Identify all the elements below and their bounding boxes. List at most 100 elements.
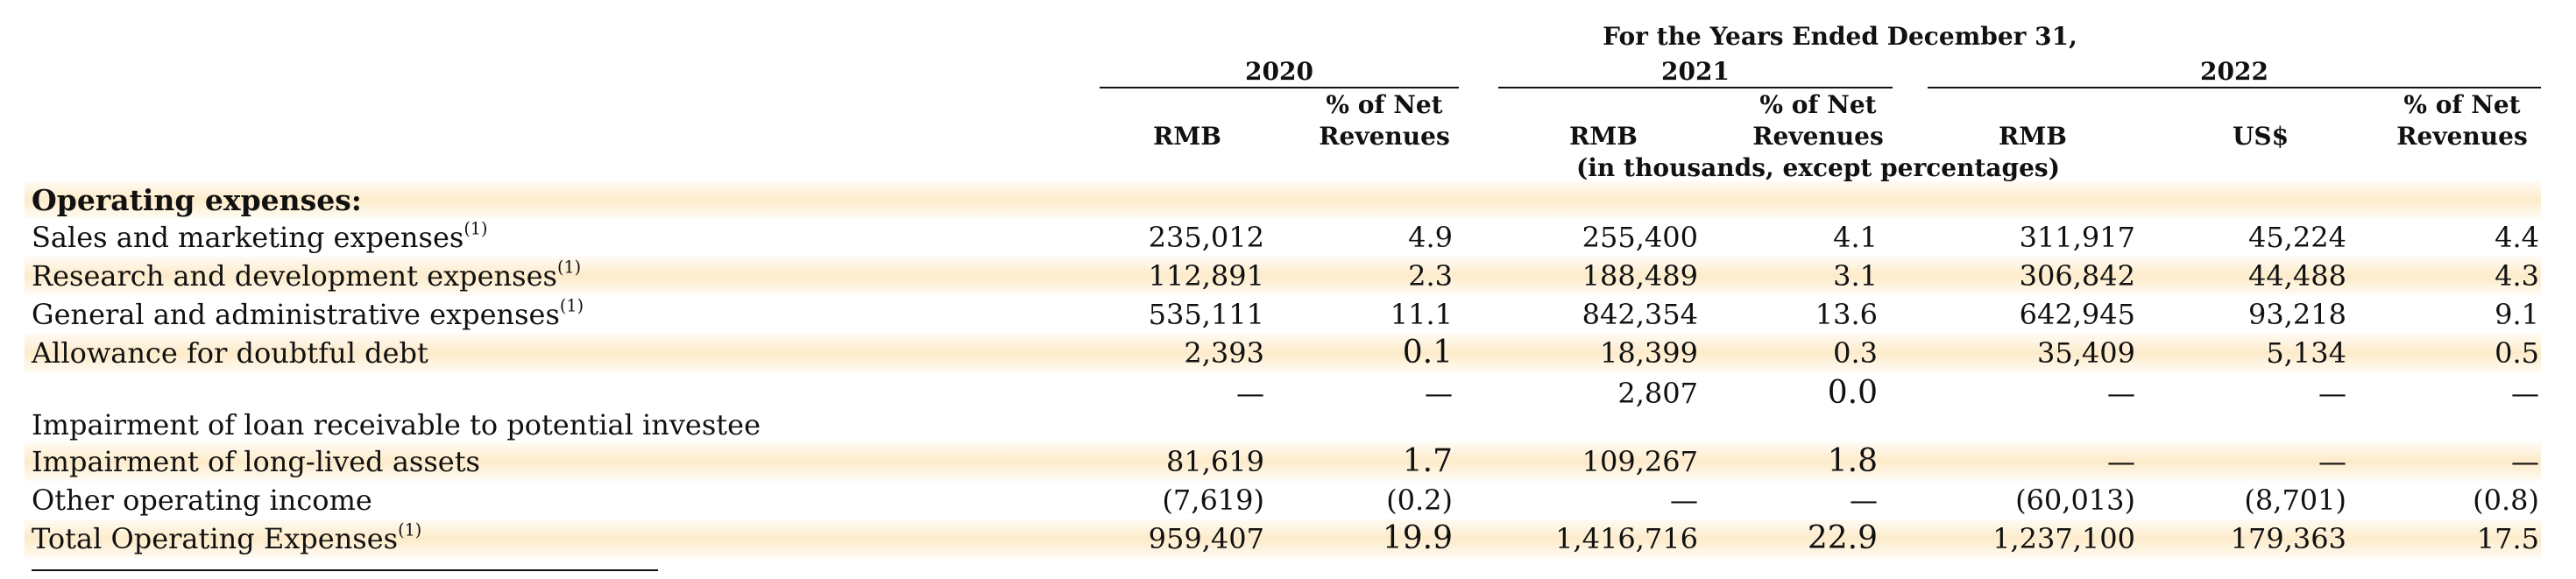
row-label: Total Operating Expenses(1) xyxy=(32,519,421,558)
cell-2020-pct: 19.9 xyxy=(1382,520,1453,556)
row-label: Other operating income xyxy=(32,481,372,519)
section-title: Operating expenses: xyxy=(32,183,362,217)
cell-2020-pct: (0.2) xyxy=(1386,484,1453,517)
row-label-text: Impairment of long-lived assets xyxy=(32,445,480,478)
cell-2021-rmb: 109,267 xyxy=(1582,445,1698,478)
cell-2022-usd: 45,224 xyxy=(2248,221,2346,254)
cell-2020-pct: 0.1 xyxy=(1402,335,1453,371)
cell-2022-usd: (8,701) xyxy=(2244,484,2346,517)
cell-2022-usd: 93,218 xyxy=(2248,298,2346,331)
cell-2022-rmb: 642,945 xyxy=(2019,298,2135,331)
cell-2021-pct: 1.8 xyxy=(1827,443,1878,479)
cell-2021-rmb: 2,807 xyxy=(1617,377,1698,410)
row-label-text: Research and development expenses xyxy=(32,259,557,293)
cell-2020-rmb: 535,111 xyxy=(1148,298,1264,331)
row-label-text: Allowance for doubtful debt xyxy=(32,336,428,370)
cell-2020-rmb: 81,619 xyxy=(1166,445,1264,478)
row-label-text: Sales and marketing expenses xyxy=(32,221,464,254)
cell-2022-pct: 17.5 xyxy=(2476,522,2539,555)
cell-2022-rmb: — xyxy=(2107,377,2135,410)
cell-2022-pct: — xyxy=(2511,445,2539,478)
cell-2022-pct: 4.3 xyxy=(2495,259,2539,293)
section-band xyxy=(25,181,2541,218)
footnote-marker: (1) xyxy=(398,519,422,540)
year-2022-rule xyxy=(1928,87,2541,88)
row-label: Sales and marketing expenses(1) xyxy=(32,218,488,257)
cell-2021-rmb: 255,400 xyxy=(1582,221,1698,254)
cell-2021-rmb: 188,489 xyxy=(1582,259,1698,293)
cell-2020-rmb: 112,891 xyxy=(1148,259,1264,293)
cell-2022-usd: — xyxy=(2318,445,2346,478)
cell-2022-pct: 0.5 xyxy=(2495,336,2539,370)
cell-2022-usd: 5,134 xyxy=(2266,336,2346,370)
footnote-marker: (1) xyxy=(559,295,584,316)
cell-2020-rmb: 2,393 xyxy=(1184,336,1264,370)
col-2022-pct-header-line1: % of Net xyxy=(2403,90,2521,119)
cell-2020-pct: 2.3 xyxy=(1408,259,1453,293)
row-label-text: Other operating income xyxy=(32,484,372,517)
footnote-rule xyxy=(32,569,658,571)
cell-2021-rmb: 1,416,716 xyxy=(1555,522,1698,555)
period-title: For the Years Ended December 31, xyxy=(1603,22,2077,51)
row-band xyxy=(25,442,2541,481)
row-label: Impairment of long-lived assets xyxy=(32,442,480,481)
footnote-marker: (1) xyxy=(556,257,582,278)
cell-2021-pct: — xyxy=(1850,484,1878,517)
col-2022-rmb-header: RMB xyxy=(1999,122,2067,151)
units-note: (in thousands, except percentages) xyxy=(1576,153,2060,182)
row-band xyxy=(25,257,2541,295)
row-label: Research and development expenses(1) xyxy=(32,257,581,295)
cell-2022-rmb: 311,917 xyxy=(2019,221,2135,254)
cell-2020-pct: — xyxy=(1425,377,1453,410)
row-label: Allowance for doubtful debt xyxy=(32,334,428,372)
row-label: Impairment of loan receivable to potenti… xyxy=(32,406,761,444)
cell-2020-pct: 11.1 xyxy=(1390,298,1453,331)
cell-2022-pct: 9.1 xyxy=(2495,298,2539,331)
col-2021-pct-header-line1: % of Net xyxy=(1759,90,1877,119)
cell-2022-pct: 4.4 xyxy=(2495,221,2539,254)
cell-2022-rmb: 1,237,100 xyxy=(1992,522,2135,555)
cell-2020-pct: 1.7 xyxy=(1402,443,1453,479)
year-2022-label: 2022 xyxy=(2200,57,2268,86)
year-2021-label: 2021 xyxy=(1661,57,1730,86)
cell-2021-rmb: 18,399 xyxy=(1600,336,1698,370)
cell-2021-rmb: 842,354 xyxy=(1582,298,1698,331)
cell-2022-usd: 179,363 xyxy=(2230,522,2346,555)
footnote-marker: (1) xyxy=(464,218,488,239)
cell-2020-rmb: 235,012 xyxy=(1148,221,1264,254)
cell-2021-pct: 22.9 xyxy=(1807,520,1878,556)
cell-2021-pct: 4.1 xyxy=(1833,221,1878,254)
row-label-text: Impairment of loan receivable to potenti… xyxy=(32,408,761,441)
cell-2021-rmb: — xyxy=(1670,484,1698,517)
cell-2022-rmb: (60,013) xyxy=(2015,484,2135,517)
cell-2022-rmb: 306,842 xyxy=(2019,259,2135,293)
cell-2020-rmb: (7,619) xyxy=(1162,484,1264,517)
col-2020-rmb-header: RMB xyxy=(1153,122,1221,151)
row-band xyxy=(25,519,2541,558)
year-2020-label: 2020 xyxy=(1245,57,1313,86)
year-2020-rule xyxy=(1100,87,1459,88)
row-label: General and administrative expenses(1) xyxy=(32,295,584,334)
row-label-text: General and administrative expenses xyxy=(32,298,560,331)
cell-2021-pct: 0.0 xyxy=(1827,375,1878,411)
year-2021-rule xyxy=(1498,87,1893,88)
col-2021-rmb-header: RMB xyxy=(1569,122,1638,151)
cell-2021-pct: 0.3 xyxy=(1833,336,1878,370)
col-2020-pct-header-line2: Revenues xyxy=(1319,122,1450,151)
col-2020-pct-header-line1: % of Net xyxy=(1326,90,1443,119)
cell-2022-rmb: — xyxy=(2107,445,2135,478)
cell-2022-pct: (0.8) xyxy=(2473,484,2539,517)
cell-2020-rmb: — xyxy=(1236,377,1264,410)
cell-2020-pct: 4.9 xyxy=(1408,221,1453,254)
cell-2022-pct: — xyxy=(2511,377,2539,410)
col-2022-pct-header-line2: Revenues xyxy=(2396,122,2528,151)
cell-2021-pct: 13.6 xyxy=(1815,298,1878,331)
row-label-text: Total Operating Expenses xyxy=(32,522,399,555)
cell-2021-pct: 3.1 xyxy=(1833,259,1878,293)
col-2021-pct-header-line2: Revenues xyxy=(1752,122,1884,151)
col-2022-usd-header: US$ xyxy=(2232,122,2289,151)
row-band xyxy=(25,334,2541,372)
cell-2020-rmb: 959,407 xyxy=(1148,522,1264,555)
cell-2022-rmb: 35,409 xyxy=(2037,336,2135,370)
cell-2022-usd: 44,488 xyxy=(2248,259,2346,293)
